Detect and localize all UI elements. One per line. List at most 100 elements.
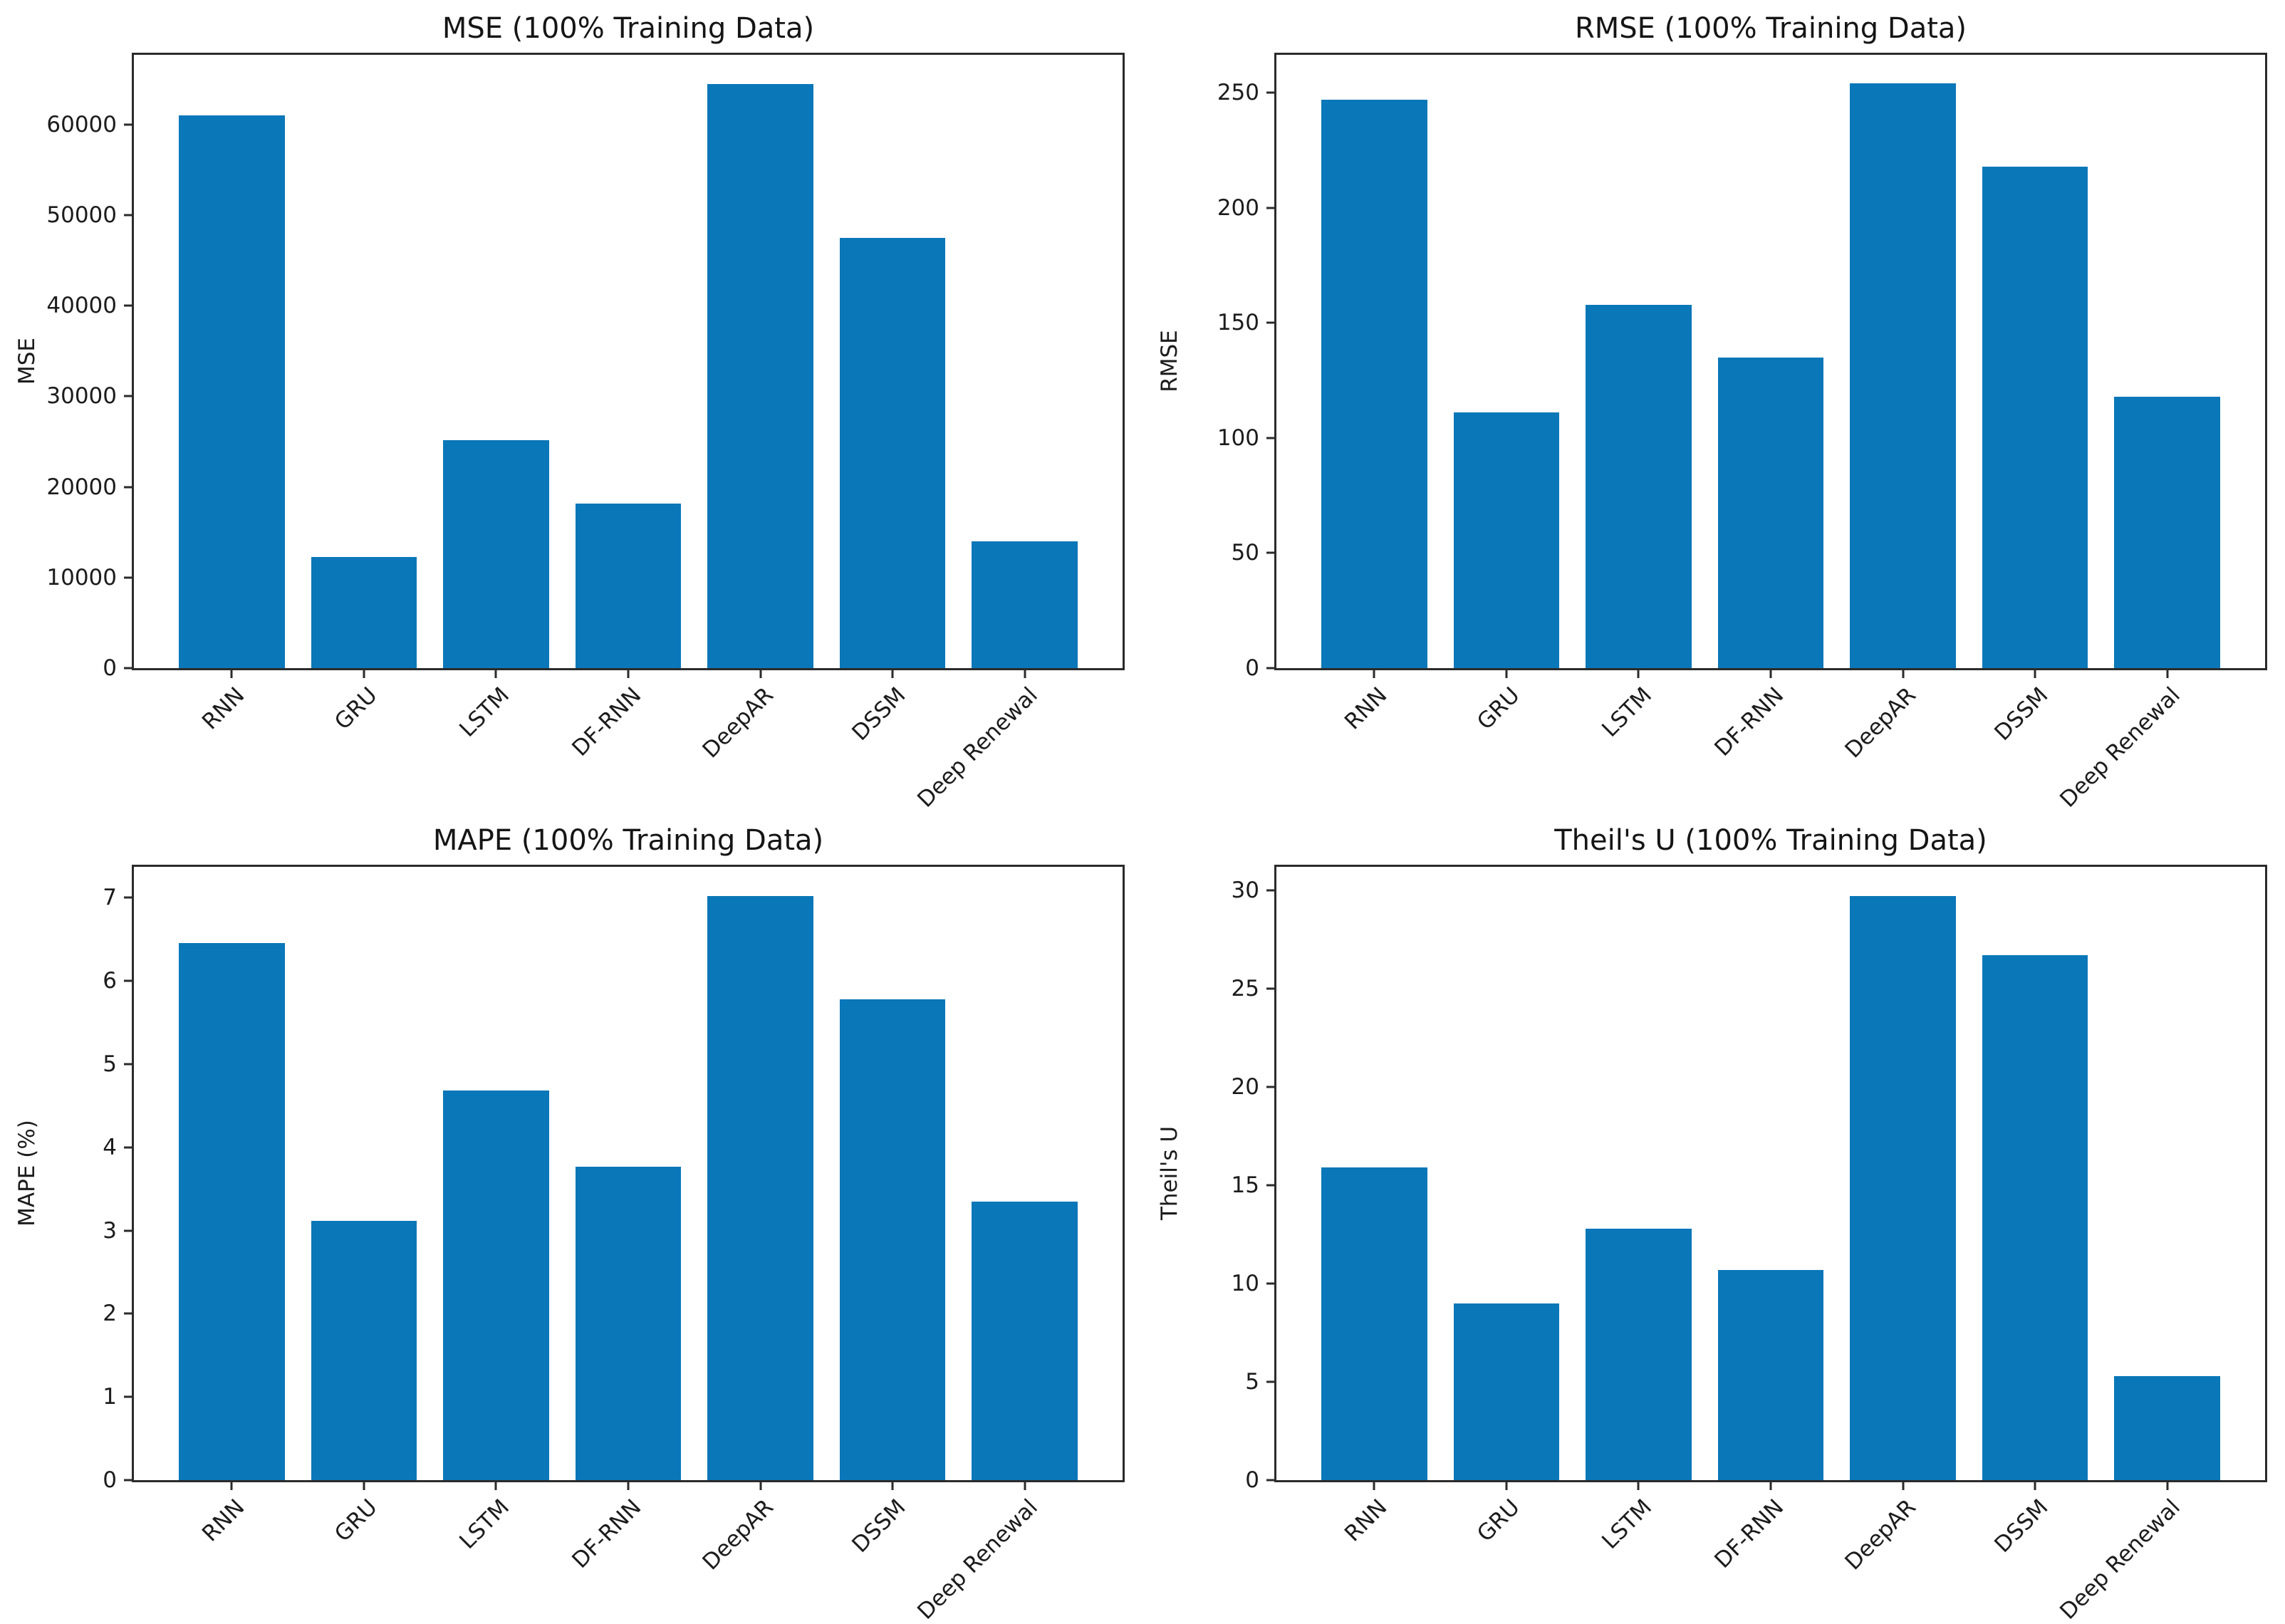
x-tick-label: DeepAR bbox=[697, 1494, 779, 1576]
bar-rnn bbox=[1321, 100, 1427, 668]
x-tick-mark bbox=[2034, 668, 2036, 678]
y-tick-label: 30 bbox=[1231, 878, 1259, 904]
y-tick-label: 1 bbox=[103, 1384, 117, 1410]
bar-df-rnn bbox=[575, 1166, 682, 1480]
chart-rmse: RMSE (100% Training Data) RMSE 0 50 100 150… bbox=[1142, 0, 2285, 813]
x-tick-label: DeepAR bbox=[1840, 1494, 1922, 1576]
x-tick-label: GRU bbox=[1472, 1494, 1525, 1547]
y-tick-label: 40000 bbox=[46, 293, 117, 319]
x-tick-mark bbox=[627, 1480, 630, 1490]
x-tick-mark bbox=[1505, 1480, 1508, 1490]
bar-dssm bbox=[1982, 955, 2088, 1480]
plot-area: 0 1 2 3 4 5 6 7 RNN GRU LSTM DF-RNN DeepAR DSSM Deep R… bbox=[103, 865, 1125, 1624]
x-tick-label: GRU bbox=[329, 1494, 382, 1547]
y-tick-mark bbox=[1266, 1184, 1276, 1187]
bar-lstm bbox=[1586, 1228, 1692, 1480]
y-tick-mark bbox=[1266, 667, 1276, 670]
y-tick-label: 0 bbox=[103, 655, 117, 681]
x-tick-label: DSSM bbox=[847, 1494, 911, 1558]
x-tick-label: DeepAR bbox=[1840, 682, 1922, 764]
y-tick-label: 5 bbox=[103, 1051, 117, 1077]
x-tick-mark bbox=[1373, 668, 1375, 678]
x-tick-mark bbox=[1637, 668, 1640, 678]
x-tick-mark bbox=[627, 668, 630, 678]
x-tick-mark bbox=[1902, 1480, 1905, 1490]
y-tick-mark bbox=[124, 1395, 134, 1398]
y-tick-label: 25 bbox=[1231, 976, 1259, 1002]
x-tick-mark bbox=[759, 668, 762, 678]
y-tick-mark bbox=[1266, 551, 1276, 554]
y-tick-mark bbox=[1266, 91, 1276, 94]
x-tick-mark bbox=[363, 668, 365, 678]
x-tick-label: DSSM bbox=[1989, 1494, 2054, 1558]
y-tick-mark bbox=[124, 1146, 134, 1149]
y-tick-label: 2 bbox=[103, 1301, 117, 1327]
x-tick-label: GRU bbox=[1472, 682, 1525, 735]
y-tick-label: 5 bbox=[1245, 1369, 1259, 1395]
chart-title: MAPE (100% Training Data) bbox=[432, 824, 824, 857]
bar-deepar bbox=[1850, 896, 1956, 1480]
x-tick-label: DF-RNN bbox=[1709, 682, 1789, 761]
x-tick-mark bbox=[1505, 668, 1508, 678]
x-tick-label: LSTM bbox=[1597, 1494, 1657, 1554]
bar-deepar bbox=[707, 83, 813, 668]
y-tick-mark bbox=[124, 1063, 134, 1066]
x-tick-label: Deep Renewal bbox=[912, 1494, 1043, 1624]
y-tick-label: 200 bbox=[1217, 194, 1259, 221]
bar-df-rnn bbox=[1717, 357, 1824, 668]
x-tick-mark bbox=[1373, 1480, 1375, 1490]
y-tick-label: 7 bbox=[103, 885, 117, 911]
bar-deep-renewal bbox=[2114, 1375, 2220, 1480]
bar-deep-renewal bbox=[972, 541, 1078, 668]
y-tick-label: 50 bbox=[1231, 540, 1259, 566]
x-tick-label: DF-RNN bbox=[567, 682, 647, 761]
bar-lstm bbox=[443, 439, 549, 668]
x-tick-mark bbox=[2166, 668, 2169, 678]
y-tick-mark bbox=[1266, 1479, 1276, 1482]
x-tick-label: LSTM bbox=[1597, 682, 1657, 742]
y-tick-mark bbox=[124, 667, 134, 670]
y-tick-label: 20 bbox=[1231, 1074, 1259, 1100]
x-tick-label: RNN bbox=[197, 682, 250, 735]
x-tick-mark bbox=[1637, 1480, 1640, 1490]
bar-rnn bbox=[179, 943, 285, 1480]
x-tick-mark bbox=[494, 1480, 497, 1490]
chart-title: RMSE (100% Training Data) bbox=[1574, 12, 1967, 45]
y-tick-mark bbox=[1266, 1086, 1276, 1088]
y-tick-mark bbox=[124, 123, 134, 126]
x-tick-mark bbox=[2166, 1480, 2169, 1490]
y-tick-label: 150 bbox=[1217, 310, 1259, 336]
bar-deep-renewal bbox=[2114, 396, 2220, 668]
x-tick-label: DF-RNN bbox=[567, 1494, 647, 1573]
chart-mape: MAPE (100% Training Data) MAPE (%) 0 1 2 3 4… bbox=[0, 812, 1142, 1624]
bar-gru bbox=[311, 556, 417, 668]
y-tick-mark bbox=[124, 214, 134, 217]
x-tick-mark bbox=[891, 668, 894, 678]
y-tick-label: 10 bbox=[1231, 1271, 1259, 1297]
x-tick-label: Deep Renewal bbox=[912, 682, 1043, 813]
y-tick-label: 0 bbox=[1245, 655, 1259, 681]
y-tick-label: 30000 bbox=[46, 383, 117, 410]
x-tick-mark bbox=[230, 668, 233, 678]
y-tick-label: 250 bbox=[1217, 80, 1259, 106]
y-tick-label: 0 bbox=[1245, 1467, 1259, 1493]
y-tick-mark bbox=[1266, 889, 1276, 892]
y-tick-mark bbox=[1266, 1282, 1276, 1285]
y-tick-mark bbox=[1266, 437, 1276, 439]
bar-deep-renewal bbox=[972, 1201, 1078, 1480]
y-tick-label: 4 bbox=[103, 1134, 117, 1160]
x-tick-mark bbox=[1902, 668, 1905, 678]
bar-dssm bbox=[839, 999, 946, 1480]
y-tick-label: 15 bbox=[1231, 1172, 1259, 1199]
y-tick-label: 10000 bbox=[46, 564, 117, 590]
y-axis-label: RMSE bbox=[1157, 330, 1182, 392]
bar-dssm bbox=[1982, 166, 2088, 668]
x-tick-label: DeepAR bbox=[697, 682, 779, 764]
y-tick-label: 3 bbox=[103, 1217, 117, 1244]
plot-area: 0 5 10 15 20 25 30 RNN GRU LSTM DF-RNN DeepAR DSSM De… bbox=[1232, 865, 2267, 1624]
x-tick-label: DSSM bbox=[1989, 682, 2054, 746]
x-tick-label: RNN bbox=[1340, 1494, 1393, 1547]
x-tick-label: RNN bbox=[197, 1494, 250, 1547]
x-tick-mark bbox=[1024, 668, 1026, 678]
bar-rnn bbox=[179, 115, 285, 668]
